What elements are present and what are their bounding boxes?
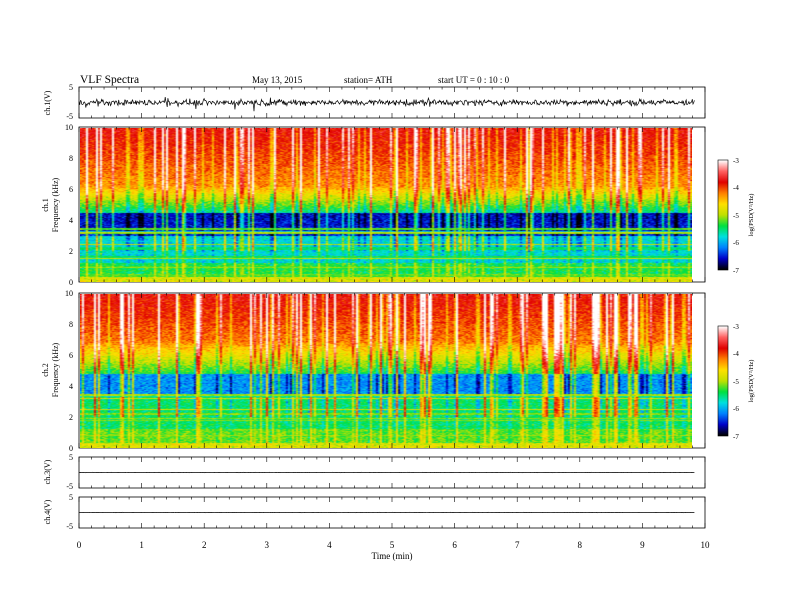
x-axis-labels: 0 1 2 3 4 5 6 7 8 9 10 Time (min) (77, 540, 710, 561)
ch2-spec-ytick-4: 4 (69, 382, 73, 391)
ch2-spectrogram-panel: 0 2 4 6 8 10 ch.2 Frequency (kHz) (41, 289, 706, 453)
ch4-ytick-neg5: -5 (66, 522, 73, 531)
ch2-spec-ylabel-frequency: Frequency (kHz) (51, 342, 60, 397)
ch2-spec-ytick-6: 6 (69, 351, 73, 360)
x-tick-label-1: 1 (139, 540, 144, 550)
ch1-waveform-trace (78, 96, 695, 112)
ch2-spectrogram-image (80, 294, 692, 448)
ch3-ytick-5: 5 (69, 453, 73, 462)
ch2-colorbar-image (718, 326, 728, 436)
x-tick-label-4: 4 (327, 540, 332, 550)
ch1-spec-ytick-4: 4 (69, 216, 73, 225)
ch1-cbar-tick-neg6: -6 (733, 239, 739, 247)
ch4-ylabel: ch.4(V) (43, 499, 52, 524)
ch1-spec-ytick-6: 6 (69, 185, 73, 194)
date-label: May 13, 2015 (252, 75, 303, 85)
ch2-cbar-tick-neg7: -7 (733, 433, 739, 441)
x-tick-label-5: 5 (390, 540, 395, 550)
ch1-cbar-tick-neg4: -4 (733, 184, 739, 192)
ch1-spec-ylabel-frequency: Frequency (kHz) (51, 177, 60, 232)
x-tick-label-9: 9 (640, 540, 645, 550)
ch1-ytick-neg5: -5 (66, 112, 73, 121)
ch1-spectrogram-panel: 0 2 4 6 8 10 ch.1 Frequency (kHz) (41, 123, 706, 287)
ch1-cbar-tick-neg5: -5 (733, 212, 739, 220)
x-axis-ticks (78, 87, 706, 528)
start-time-label: start UT = 0 : 10 : 0 (438, 75, 510, 85)
ch1-cbar-tick-neg3: -3 (733, 157, 739, 165)
ch1-waveform-panel: 5 -5 ch.1(V) (43, 83, 706, 121)
ch1-colorbar: -3 -4 -5 -6 -7 log(PSD(V²/Hz) (717, 157, 755, 275)
ch2-cbar-label: log(PSD(V²/Hz) (748, 360, 755, 403)
ch1-spectrogram-image (80, 128, 692, 282)
ch3-ytick-neg5: -5 (66, 482, 73, 491)
ch3-waveform-panel: 5 -5 ch.3(V) (43, 453, 706, 491)
x-tick-label-7: 7 (515, 540, 520, 550)
ch1-colorbar-image (718, 160, 728, 270)
ch1-spec-ytick-10: 10 (65, 123, 73, 132)
ch4-waveform-panel: 5 -5 ch.4(V) (43, 493, 706, 531)
figure-title: VLF Spectra (80, 74, 139, 86)
ch2-cbar-tick-neg5: -5 (733, 378, 739, 386)
ch2-cbar-tick-neg3: -3 (733, 323, 739, 331)
ch1-ylabel: ch.1(V) (43, 90, 52, 115)
ch2-spec-ytick-2: 2 (69, 413, 73, 422)
ch1-spec-ylabel-channel: ch.1 (41, 198, 50, 212)
ch2-colorbar: -3 -4 -5 -6 -7 log(PSD(V²/Hz) (717, 323, 755, 441)
ch2-cbar-tick-neg6: -6 (733, 405, 739, 413)
ch2-spec-ytick-10: 10 (65, 289, 73, 298)
ch2-spec-ylabel-channel: ch.2 (41, 363, 50, 377)
ch4-ytick-5: 5 (69, 493, 73, 502)
x-tick-label-6: 6 (452, 540, 457, 550)
ch1-spec-ytick-8: 8 (69, 154, 73, 163)
ch1-ytick-5: 5 (69, 83, 73, 92)
ch1-spec-ytick-0: 0 (69, 278, 73, 287)
x-axis-title: Time (min) (372, 551, 413, 561)
x-tick-label-8: 8 (578, 540, 583, 550)
ch1-cbar-label: log(PSD(V²/Hz) (748, 194, 755, 237)
x-tick-label-2: 2 (202, 540, 207, 550)
ch2-spec-ytick-8: 8 (69, 320, 73, 329)
x-tick-label-0: 0 (77, 540, 82, 550)
ch3-ylabel: ch.3(V) (43, 459, 52, 484)
x-tick-label-10: 10 (701, 540, 711, 550)
ch2-spec-ytick-0: 0 (69, 444, 73, 453)
ch1-cbar-tick-neg7: -7 (733, 267, 739, 275)
ch1-spec-ytick-2: 2 (69, 247, 73, 256)
x-tick-label-3: 3 (265, 540, 270, 550)
ch2-cbar-tick-neg4: -4 (733, 350, 739, 358)
station-label: station= ATH (344, 75, 393, 85)
